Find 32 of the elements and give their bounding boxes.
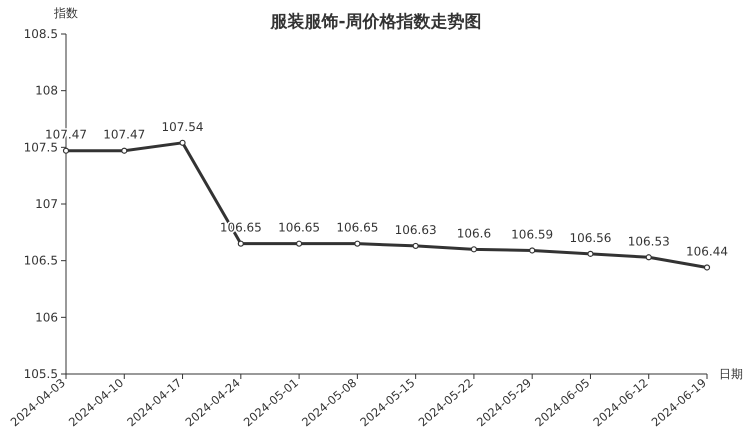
data-label: 107.47 [103,128,146,142]
chart-title: 服装服饰-周价格指数走势图 [269,12,482,32]
point [587,250,594,257]
point [62,148,70,154]
point [296,240,302,247]
y-tick-label: 107.5 [24,140,58,154]
point [354,240,360,247]
point [238,240,244,247]
data-label: 106.53 [628,234,670,248]
data-label: 106.65 [278,220,320,235]
point [121,148,128,154]
y-tick-label: 106.5 [24,254,58,268]
point [529,247,536,254]
data-label: 106.63 [394,222,437,237]
point [470,246,478,252]
data-label: 106.6 [456,226,492,240]
y-tick-label: 107 [35,197,58,211]
data-label: 107.54 [162,120,204,134]
y-tick-label: 105.5 [24,367,58,381]
data-label: 106.56 [569,230,612,245]
x-axis-title: 日期 [719,367,743,381]
y-axis-title: 指数 [53,6,78,20]
point [646,254,652,260]
y-tick-label: 108 [35,84,58,98]
data-label: 106.65 [336,220,378,235]
point [412,242,419,250]
point [704,264,710,271]
data-label: 106.44 [686,244,728,258]
y-tick-label: 106 [35,310,58,324]
data-label: 106.59 [511,227,554,242]
y-tick-label: 108.5 [24,27,58,41]
point [179,140,186,146]
